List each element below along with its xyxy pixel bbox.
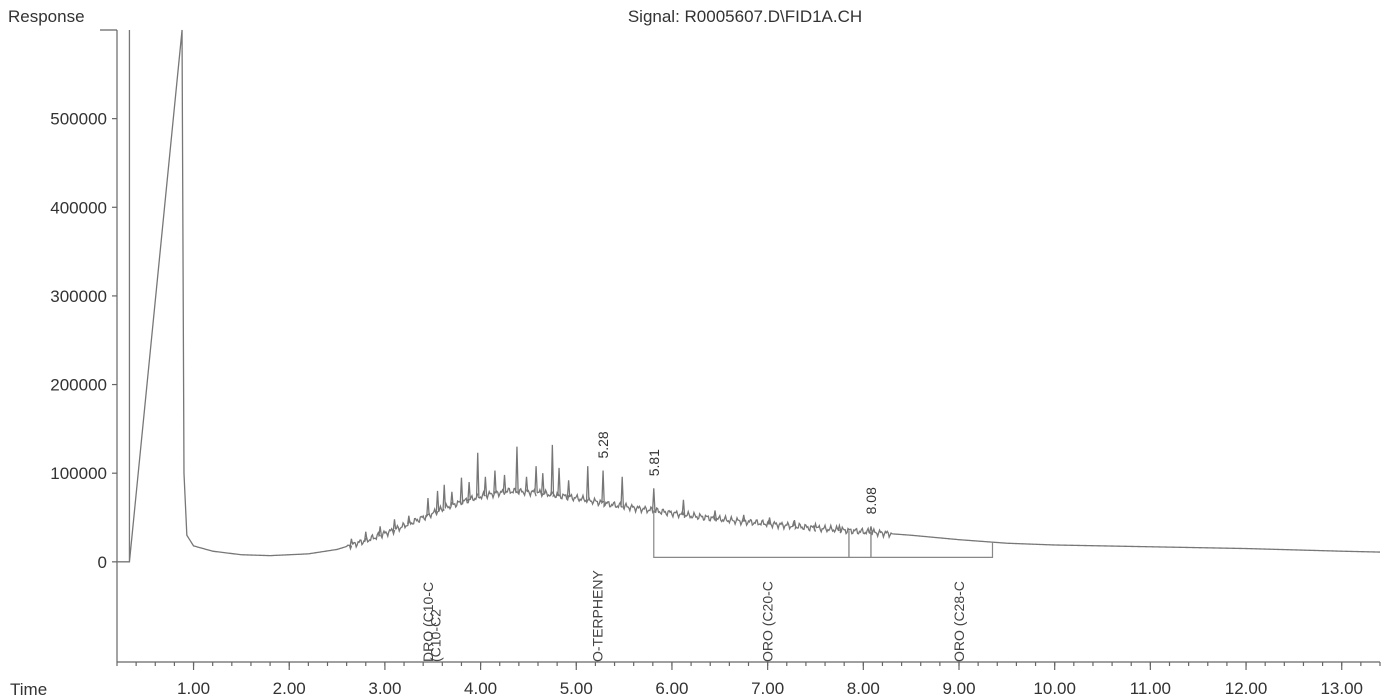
- y-axis-label: Response: [8, 7, 85, 26]
- y-tick-label: 100000: [50, 464, 107, 483]
- compound-label: (C10-C2: [428, 609, 444, 662]
- integration-window: [848, 530, 872, 559]
- y-tick-label: 300000: [50, 287, 107, 306]
- integration-window: [653, 510, 850, 559]
- peak-label: 5.28: [595, 431, 611, 458]
- compound-label: O-TERPHENY: [589, 570, 605, 662]
- peak-labels: 5.28 5.81 8.08: [595, 431, 879, 514]
- chart-title: Signal: R0005607.D\FID1A.CH: [628, 7, 862, 26]
- y-ticks: 0 100000 200000 300000 400000 500000: [50, 110, 117, 572]
- x-tick-label: 6.00: [655, 679, 688, 698]
- x-tick-label: 5.00: [560, 679, 593, 698]
- integration-windows: [653, 510, 994, 559]
- x-tick-label: 11.00: [1130, 679, 1171, 698]
- compound-label: ORO (C28-C: [951, 581, 967, 662]
- x-tick-label: 4.00: [464, 679, 497, 698]
- signal-line: [117, 29, 1381, 563]
- signal-series: [117, 29, 1381, 563]
- x-tick-label: 9.00: [942, 679, 975, 698]
- compound-label: ORO (C20-C: [760, 581, 776, 662]
- x-tick-label: 1.00: [177, 679, 210, 698]
- peak-label: 8.08: [863, 487, 879, 514]
- integration-window: [870, 532, 994, 559]
- peak-label: 5.81: [646, 449, 662, 476]
- x-axis-label: Time: [10, 680, 47, 699]
- y-tick-label: 200000: [50, 376, 107, 395]
- x-tick-label: 10.00: [1033, 679, 1076, 698]
- y-tick-label: 400000: [50, 198, 107, 217]
- x-tick-label: 12.00: [1225, 679, 1268, 698]
- compound-label: DRO (C10-C: [420, 582, 436, 662]
- x-tick-label: 2.00: [273, 679, 306, 698]
- x-tick-label: 13.00: [1320, 679, 1363, 698]
- y-tick-label: 0: [98, 553, 107, 572]
- x-tick-label: 3.00: [368, 679, 401, 698]
- compound-labels: DRO (C10-C(C10-C2 O-TERPHENY ORO (C20-C ORO…: [420, 570, 967, 662]
- y-tick-label: 500000: [50, 110, 107, 129]
- x-tick-label: 7.00: [751, 679, 784, 698]
- x-ticks: 1.00 2.00 3.00 4.00 5.00 6.00 7.00 8.00 9.00 10.0…: [116, 662, 1381, 698]
- x-tick-label: 8.00: [847, 679, 880, 698]
